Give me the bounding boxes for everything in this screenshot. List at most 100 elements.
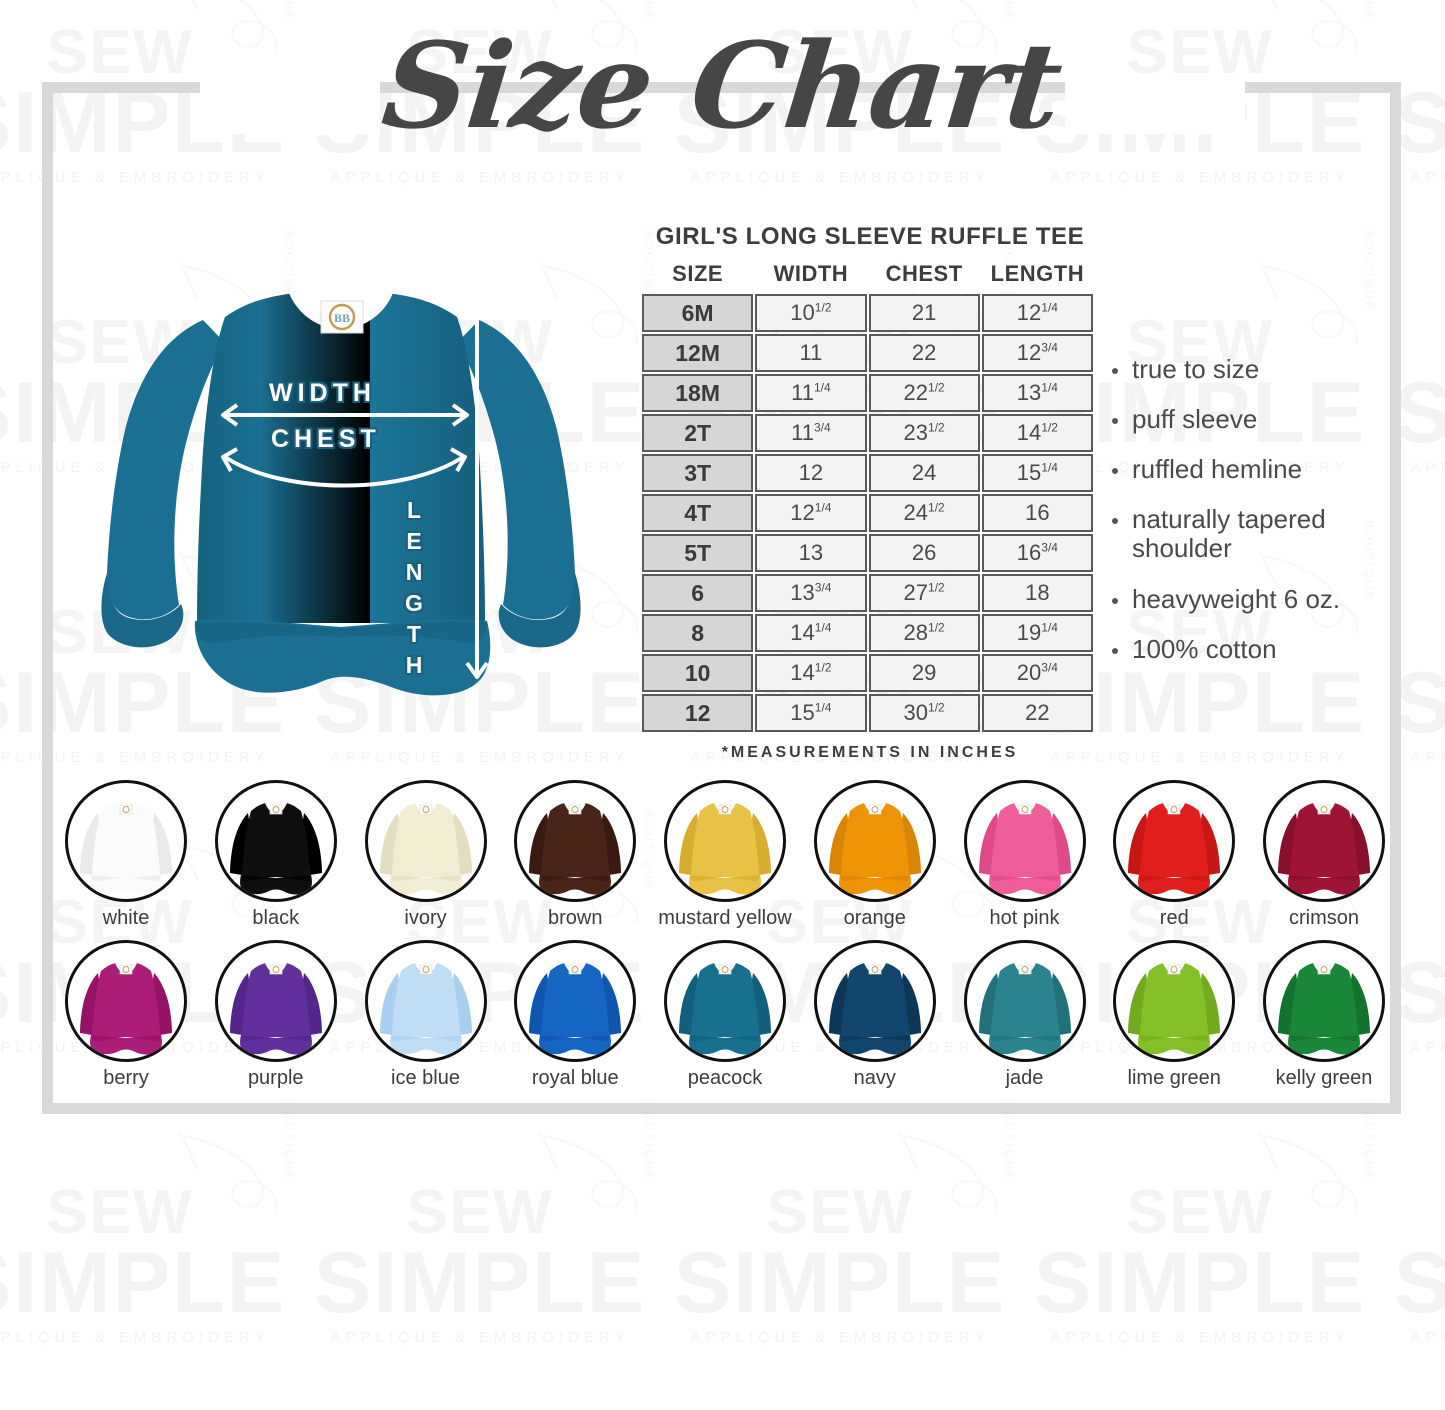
needle-thread-icon bbox=[178, 1131, 278, 1215]
color-swatch[interactable]: berry bbox=[55, 940, 197, 1090]
swatch-label: peacock bbox=[687, 1067, 763, 1089]
swatch-circle[interactable] bbox=[514, 940, 637, 1062]
color-swatch[interactable]: royal blue bbox=[504, 940, 646, 1090]
color-swatch[interactable]: red bbox=[1103, 780, 1245, 930]
swatch-circle[interactable] bbox=[364, 780, 487, 902]
swatch-circle[interactable] bbox=[963, 940, 1086, 1062]
swatch-label: ice blue bbox=[391, 1067, 460, 1089]
watermark-simple: SIMPLE bbox=[1393, 1235, 1445, 1332]
watermark-subtitle: APPLIQUE & EMBROIDERY bbox=[330, 748, 630, 766]
table-row: 10 141/2 29 203/4 bbox=[642, 654, 1093, 692]
watermark-subtitle: APPLIQUE & EMBROIDERY bbox=[330, 168, 630, 186]
swatch-circle[interactable] bbox=[364, 940, 487, 1062]
color-swatch[interactable]: orange bbox=[804, 780, 946, 930]
color-swatch[interactable]: lime green bbox=[1103, 940, 1245, 1090]
swatch-label: black bbox=[252, 907, 300, 929]
swatch-label: orange bbox=[843, 907, 906, 929]
page-title: Size Chart bbox=[0, 16, 1445, 155]
swatch-circle[interactable] bbox=[1263, 940, 1385, 1062]
cell-length: 18 bbox=[981, 574, 1093, 612]
cell-size: 12 bbox=[642, 694, 754, 732]
color-swatch[interactable]: hot pink bbox=[954, 780, 1096, 930]
cell-length: 203/4 bbox=[981, 654, 1093, 692]
color-swatch[interactable]: black bbox=[205, 780, 347, 930]
cell-width: 11 bbox=[755, 334, 867, 372]
needle-thread-icon bbox=[1258, 1131, 1358, 1215]
swatch-shirt-icon bbox=[978, 801, 1071, 895]
cell-chest: 29 bbox=[868, 654, 980, 692]
cell-size: 6M bbox=[642, 294, 754, 332]
cell-chest: 26 bbox=[868, 534, 980, 572]
needle-thread-icon bbox=[538, 1131, 638, 1215]
color-swatch[interactable]: peacock bbox=[654, 940, 796, 1090]
swatch-circle[interactable] bbox=[1263, 780, 1385, 902]
table-row: 12 151/4 301/2 22 bbox=[642, 694, 1093, 732]
swatch-circle[interactable] bbox=[1113, 940, 1236, 1062]
color-swatch-row-1: white black ivory brown mustard yellow orange… bbox=[55, 780, 1395, 930]
color-swatch[interactable]: white bbox=[55, 780, 197, 930]
watermark-boutique: BOUTIQUE bbox=[1362, 1100, 1374, 1182]
swatch-shirt-icon bbox=[529, 961, 622, 1055]
swatch-circle[interactable] bbox=[963, 780, 1086, 902]
swatch-circle[interactable] bbox=[65, 780, 187, 902]
swatch-circle[interactable] bbox=[214, 940, 337, 1062]
watermark-subtitle: APPLIQUE & EMBROIDERY bbox=[1410, 1038, 1445, 1056]
swatch-circle[interactable] bbox=[1113, 780, 1236, 902]
color-swatch[interactable]: jade bbox=[954, 940, 1096, 1090]
watermark-sew: SEW bbox=[46, 1178, 194, 1248]
color-swatch[interactable]: mustard yellow bbox=[654, 780, 796, 930]
table-row: 6M 101/2 21 121/4 bbox=[642, 294, 1093, 332]
cell-length: 22 bbox=[981, 694, 1093, 732]
swatch-circle[interactable] bbox=[514, 780, 637, 902]
swatch-circle[interactable] bbox=[664, 780, 786, 902]
cell-width: 151/4 bbox=[755, 694, 867, 732]
cell-size: 3T bbox=[642, 454, 754, 492]
watermark-boutique: BOUTIQUE bbox=[1002, 1100, 1014, 1182]
swatch-label: mustard yellow bbox=[658, 907, 792, 929]
watermark-subtitle: APPLIQUE & EMBROIDERY bbox=[690, 168, 990, 186]
swatch-circle[interactable] bbox=[813, 780, 936, 902]
cell-width: 13 bbox=[755, 534, 867, 572]
size-table-block: GIRL'S LONG SLEEVE RUFFLE TEE SIZE WIDTH… bbox=[640, 223, 1100, 762]
color-swatch[interactable]: brown bbox=[504, 780, 646, 930]
feature-items: true to size puff sleeve ruffled hemline na… bbox=[1110, 354, 1400, 664]
swatch-shirt-icon bbox=[379, 801, 472, 895]
feature-item: ruffled hemline bbox=[1110, 455, 1400, 484]
chest-label: CHEST bbox=[271, 425, 381, 453]
color-swatch[interactable]: crimson bbox=[1253, 780, 1395, 930]
swatch-circle[interactable] bbox=[65, 940, 187, 1062]
swatch-label: jade bbox=[1005, 1067, 1044, 1089]
swatch-circle[interactable] bbox=[664, 940, 786, 1062]
watermark-simple: SIMPLE bbox=[1033, 1235, 1367, 1332]
cell-size: 4T bbox=[642, 494, 754, 532]
color-swatch[interactable]: navy bbox=[804, 940, 946, 1090]
swatch-shirt-icon bbox=[1278, 961, 1370, 1055]
shirt-hem-ruffle bbox=[194, 619, 491, 696]
swatch-shirt-icon bbox=[379, 961, 472, 1055]
brand-tag-ring bbox=[328, 303, 356, 331]
shirt-body bbox=[197, 291, 485, 623]
color-swatch[interactable]: kelly green bbox=[1253, 940, 1395, 1090]
feature-item: true to size bbox=[1110, 354, 1400, 384]
shirt-left-cuff bbox=[101, 573, 184, 648]
cell-width: 133/4 bbox=[755, 574, 867, 612]
cell-width: 141/2 bbox=[755, 654, 867, 692]
shirt-right-sleeve bbox=[457, 320, 576, 620]
cell-chest: 24 bbox=[868, 454, 980, 492]
color-swatch-row-2: berry purple ice blue royal blue peacock navy… bbox=[55, 940, 1395, 1090]
cell-width: 141/4 bbox=[755, 614, 867, 652]
color-swatch[interactable]: ice blue bbox=[355, 940, 497, 1090]
color-swatch[interactable]: purple bbox=[205, 940, 347, 1090]
color-swatch[interactable]: ivory bbox=[355, 780, 497, 930]
size-table: SIZE WIDTH CHEST LENGTH 6M 101/2 21 121/4 12… bbox=[640, 259, 1095, 734]
top-section: BB WIDTH CHEST LENGTH GI bbox=[55, 215, 1395, 761]
table-row: 8 141/4 281/2 191/4 bbox=[642, 614, 1093, 652]
watermark-simple: SIMPLE bbox=[0, 1235, 287, 1332]
cell-size: 5T bbox=[642, 534, 754, 572]
swatch-shirt-icon bbox=[529, 801, 622, 895]
swatch-circle[interactable] bbox=[214, 780, 337, 902]
swatch-circle[interactable] bbox=[813, 940, 936, 1062]
